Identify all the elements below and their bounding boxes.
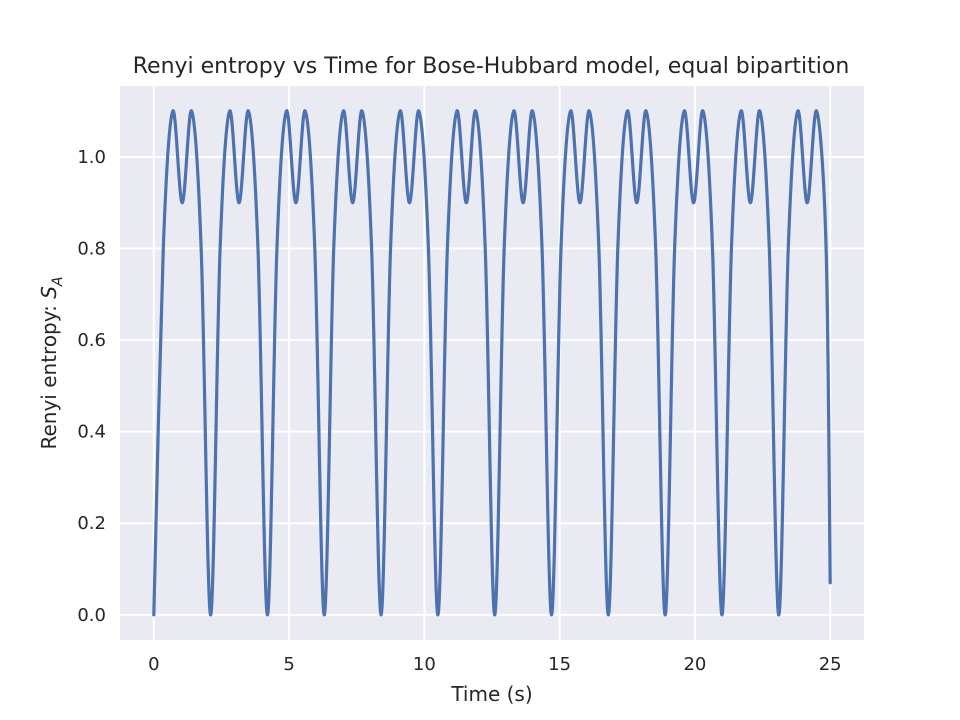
entropy-series-line	[152, 109, 832, 617]
x-axis-label: Time (s)	[450, 682, 532, 706]
y-axis-label: Renyi entropy: SA	[37, 276, 66, 449]
chart-title: Renyi entropy vs Time for Bose-Hubbard m…	[133, 54, 850, 79]
x-tick-label: 20	[683, 654, 706, 675]
y-axis-label-main: Renyi entropy:	[37, 299, 61, 450]
y-axis-label-symbol: S	[37, 286, 61, 299]
series-group	[152, 109, 832, 617]
x-tick-label: 0	[148, 654, 159, 675]
y-axis-label-subscript: A	[50, 276, 66, 287]
x-tick-label: 5	[283, 654, 294, 675]
y-tick-label: 0.0	[77, 605, 106, 626]
y-tick-label: 0.4	[77, 422, 106, 443]
x-tick-label: 25	[819, 654, 842, 675]
x-tick-label: 15	[548, 654, 571, 675]
y-tick-label: 0.2	[77, 513, 106, 534]
y-tick-label: 0.6	[77, 330, 106, 351]
tick-labels: 0 5 10 15 20 25 0.0 0.2 0.4 0.6 0.8 1.0	[77, 147, 841, 675]
y-tick-label: 0.8	[77, 239, 106, 260]
x-tick-label: 10	[413, 654, 436, 675]
y-tick-label: 1.0	[77, 147, 106, 168]
